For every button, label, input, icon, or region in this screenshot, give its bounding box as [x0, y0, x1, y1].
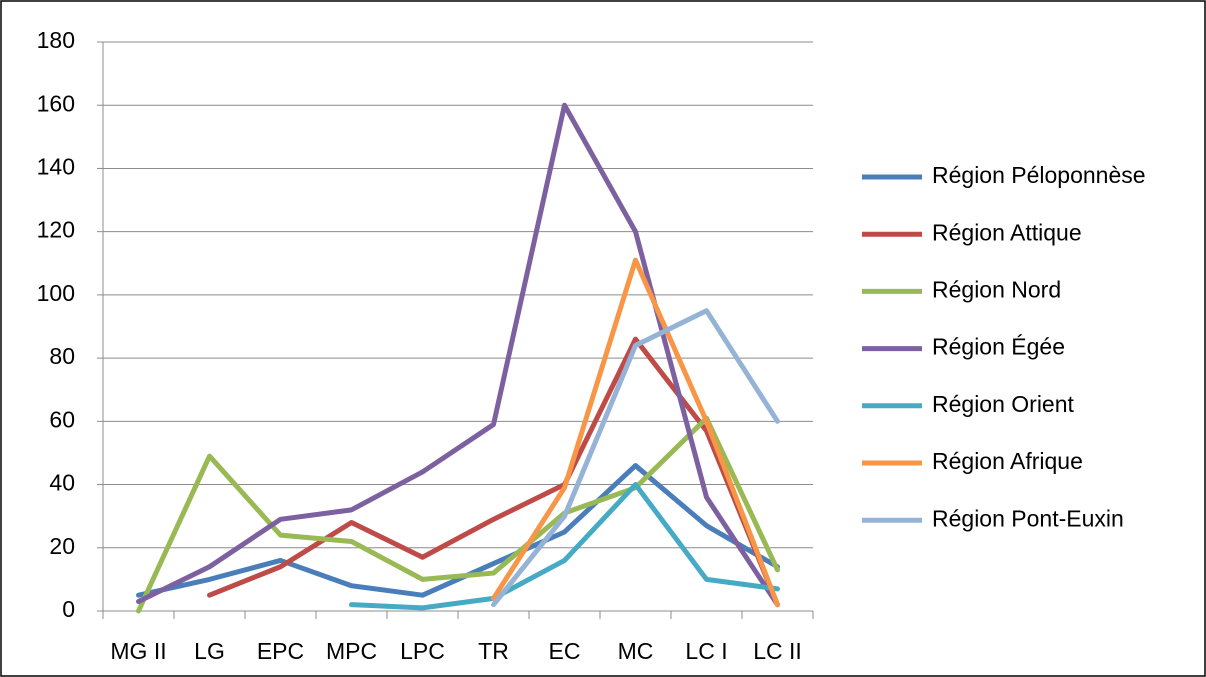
- x-tick-label: LC II: [753, 638, 802, 664]
- legend-label: Région Afrique: [932, 448, 1083, 474]
- legend-label: Région Nord: [932, 276, 1061, 302]
- x-tick-label: MPC: [326, 638, 377, 664]
- series-line: [491, 257, 780, 608]
- legend-label: Région Attique: [932, 219, 1082, 245]
- legend-label: Région Péloponnèse: [932, 162, 1146, 188]
- y-tick-label: 0: [62, 596, 75, 622]
- legend-label: Région Égée: [932, 334, 1065, 360]
- legend-label: Région Pont-Euxin: [932, 505, 1124, 531]
- y-tick-label: 160: [37, 90, 75, 116]
- x-tick-label: LC I: [685, 638, 727, 664]
- y-tick-label: 180: [37, 27, 75, 53]
- x-tick-label: LG: [194, 638, 225, 664]
- y-tick-label: 100: [37, 280, 75, 306]
- y-tick-label: 140: [37, 154, 75, 180]
- x-tick-label: EC: [549, 638, 581, 664]
- y-tick-label: 120: [37, 217, 75, 243]
- y-tick-label: 20: [49, 533, 75, 559]
- series-line: [136, 102, 780, 608]
- series-line: [136, 415, 780, 614]
- x-tick-label: TR: [478, 638, 509, 664]
- y-tick-label: 60: [49, 406, 75, 432]
- x-tick-label: LPC: [400, 638, 445, 664]
- x-tick-label: MC: [618, 638, 654, 664]
- y-tick-label: 40: [49, 470, 75, 496]
- series-line: [136, 463, 780, 598]
- series-line: [491, 308, 780, 608]
- series-line: [349, 482, 780, 611]
- x-tick-label: MG II: [110, 638, 166, 664]
- legend-label: Région Orient: [932, 391, 1075, 417]
- y-tick-label: 80: [49, 343, 75, 369]
- x-tick-label: EPC: [257, 638, 304, 664]
